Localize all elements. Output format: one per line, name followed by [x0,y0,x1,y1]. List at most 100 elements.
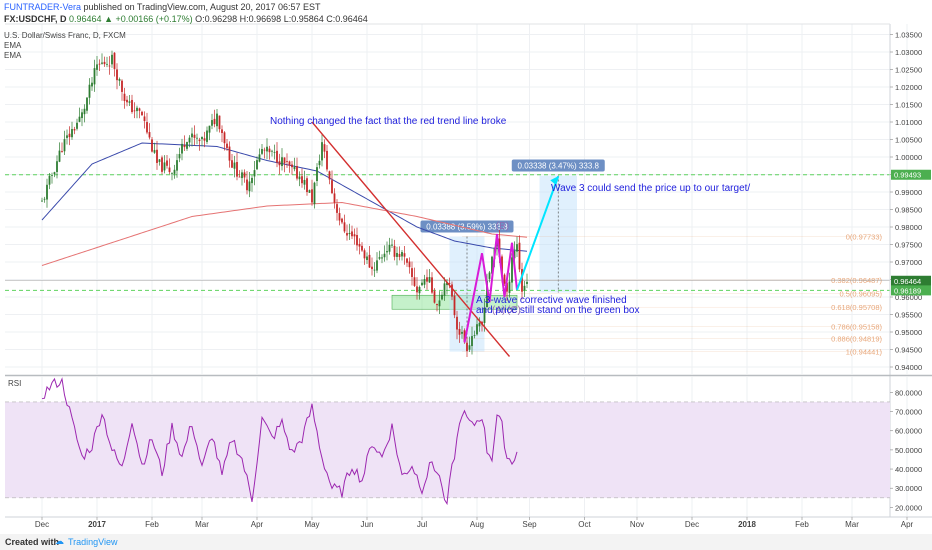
open-value: O:0.96298 [195,14,238,24]
candles [41,50,528,358]
candle-body [388,244,391,252]
candle-body [366,256,368,261]
publish-info: published on TradingView.com, August 20,… [83,2,321,12]
price-tick-label: 0.99000 [895,188,922,197]
fib-level-label: 1(0.94441) [846,348,883,357]
candle-body [326,150,328,170]
created-with-label: Created with [5,537,60,547]
time-tick-label: Aug [470,520,484,529]
candle-body [408,261,411,268]
close-value: C:0.96464 [326,14,368,24]
candle-body [121,80,123,92]
candle-body [136,107,138,112]
candle-body [431,277,433,293]
price-change: +0.00166 (+0.17%) [115,14,193,24]
candle-body [183,144,186,148]
time-tick-label: Feb [795,520,809,529]
candle-body [458,328,461,335]
candle-body [363,250,366,259]
candle-body [466,342,468,352]
candle-body [413,277,416,286]
candle-body [188,137,191,143]
candle-body [306,178,308,193]
candle-body [443,283,446,296]
candle-body [63,139,66,152]
candle-body [433,291,436,303]
ema-slow-line [41,201,528,266]
candle-body [501,256,503,275]
candle-body [371,266,373,270]
candle-body [361,245,363,251]
candle-body [463,330,466,342]
author-link[interactable]: FUNTRADER-Vera [4,2,82,12]
candle-body [126,99,128,103]
high-value: H:0.96698 [239,14,282,24]
price-tick-label: 1.00000 [895,153,922,162]
candle-body [73,129,76,131]
candle-body [401,252,403,257]
rsi-title: RSI [8,379,21,388]
candle-body [506,282,508,292]
candle-body [471,336,473,347]
brand-link[interactable]: TradingView [68,537,118,547]
candle-body [236,162,238,177]
candle-body [156,149,158,163]
candle-body [86,97,88,111]
candle-body [283,157,286,164]
fib-level-label: 0.5(0.96095) [839,290,882,299]
candle-body [78,116,81,122]
price-tick-label: 0.96000 [895,293,922,302]
instrument-label: U.S. Dollar/Swiss Franc, D, FXCM [4,31,126,40]
candle-body [171,173,173,175]
candle-body [46,184,48,200]
ema-fast-label: EMA [4,41,22,50]
price-tick-label: 0.97500 [895,241,922,250]
candle-body [261,149,263,154]
candle-body [503,274,506,284]
candle-body [378,257,381,259]
candle-body [416,286,418,293]
candle-body [58,150,61,162]
candle-body [426,277,428,282]
candle-body [356,234,358,246]
candle-body [151,139,153,152]
abc-wave-path [463,233,518,343]
candle-body [256,160,258,170]
candle-body [201,136,203,140]
candle-body [468,345,471,350]
price-tick-label: 1.01000 [895,118,922,127]
candle-body [133,110,136,112]
candle-body [456,316,458,330]
candle-body [383,253,386,258]
price-tick-label: 0.98000 [895,223,922,232]
time-tick-label: Mar [195,520,209,529]
candle-body [131,99,133,113]
last-price: 0.96464 [69,14,102,24]
candle-body [221,129,223,134]
candle-body [316,167,318,182]
candle-body [246,179,248,191]
candle-body [343,222,346,232]
measure-label: 0.03338 (3.47%) 333.8 [518,162,600,171]
candle-body [336,204,338,213]
candle-body [251,177,253,184]
candle-body [233,162,236,169]
candle-body [161,157,163,172]
candle-body [163,162,166,171]
time-tick-label: Dec [35,520,49,529]
candle-body [53,172,56,175]
rsi-tick-label: 80.0000 [895,388,922,397]
candle-body [351,231,353,237]
candle-body [128,101,131,103]
candle-body [148,132,151,138]
wave-label-b: (B) [496,221,509,232]
time-tick-label: Mar [845,520,859,529]
candle-body [106,63,108,65]
candle-body [198,139,201,142]
candle-body [436,303,438,306]
candle-body [291,164,293,168]
price-axis-tag-label: 0.96464 [894,277,921,286]
time-tick-label: Nov [630,520,644,529]
candle-body [113,52,116,69]
